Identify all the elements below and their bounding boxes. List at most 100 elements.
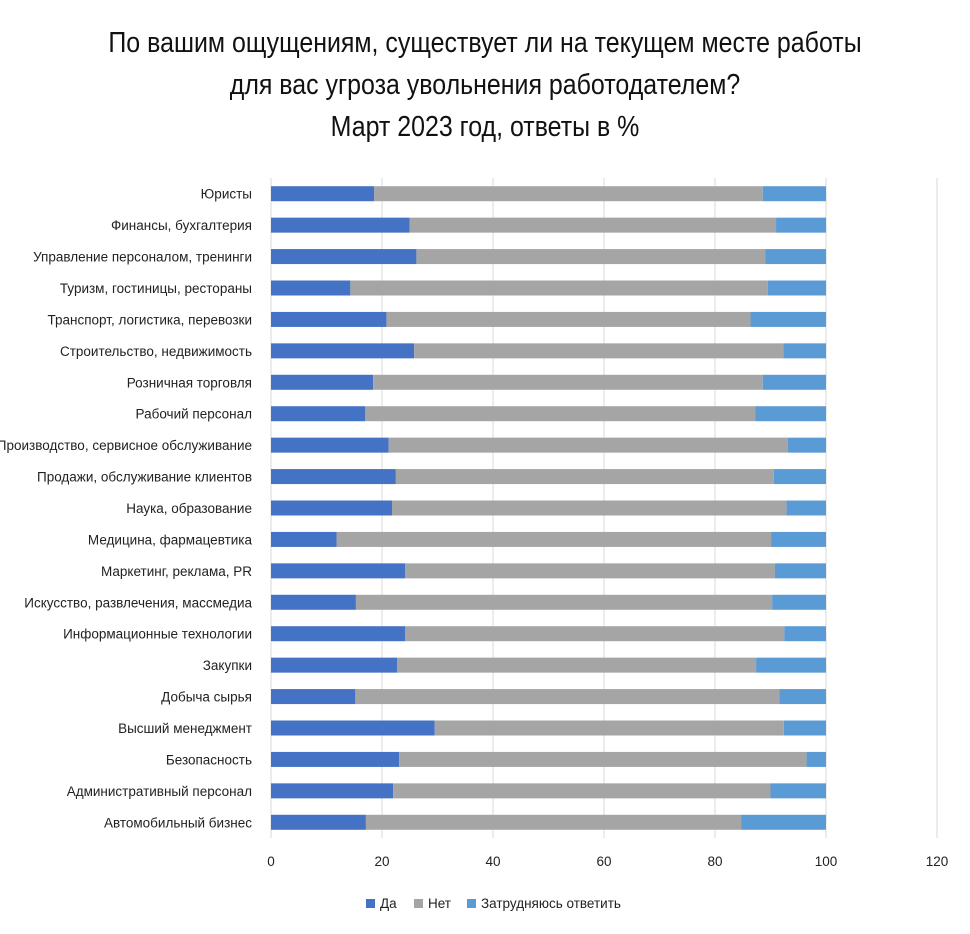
bar-segment bbox=[806, 751, 826, 767]
x-tick-label: 60 bbox=[596, 854, 611, 869]
bar-segment bbox=[365, 814, 742, 830]
x-tick-label: 100 bbox=[815, 854, 838, 869]
bar-segment bbox=[271, 751, 400, 767]
bar-segment bbox=[271, 657, 397, 673]
bar-segment bbox=[271, 249, 417, 265]
bars bbox=[271, 186, 826, 830]
category-label: Строительство, недвижимость bbox=[60, 344, 252, 359]
bar-segment bbox=[271, 280, 351, 296]
bar-segment bbox=[765, 249, 826, 265]
legend-label: Нет bbox=[428, 896, 451, 911]
bar-segment bbox=[774, 563, 826, 579]
category-label: Закупки bbox=[203, 658, 252, 673]
bar-segment bbox=[755, 406, 826, 422]
bar-segment bbox=[271, 594, 356, 610]
bar-segment bbox=[756, 657, 826, 673]
chart-title-line-2: для вас угроза увольнения работодателем? bbox=[229, 69, 741, 101]
category-label: Автомобильный бизнес bbox=[104, 815, 252, 830]
bar-segment bbox=[416, 249, 766, 265]
bar-segment bbox=[355, 689, 780, 705]
bar-segment bbox=[271, 406, 366, 422]
category-label: Управление персоналом, тренинги bbox=[33, 250, 252, 265]
bar-segment bbox=[350, 280, 768, 296]
legend-swatch bbox=[366, 899, 375, 908]
bar-segment bbox=[271, 311, 387, 327]
bar-segment bbox=[271, 437, 389, 453]
bar-segment bbox=[271, 563, 406, 579]
bar-segment bbox=[414, 343, 784, 359]
category-label: Добыча сырья bbox=[161, 690, 252, 705]
bar-segment bbox=[779, 689, 826, 705]
bar-segment bbox=[767, 280, 826, 296]
category-label: Маркетинг, реклама, PR bbox=[101, 564, 252, 579]
bar-segment bbox=[434, 720, 784, 736]
bar-segment bbox=[770, 783, 826, 799]
category-label: Продажи, обслуживание клиентов bbox=[37, 470, 252, 485]
x-tick-label: 0 bbox=[267, 854, 275, 869]
bar-segment bbox=[741, 814, 826, 830]
x-tick-label: 120 bbox=[926, 854, 949, 869]
bar-segment bbox=[762, 374, 826, 390]
bar-segment bbox=[409, 217, 777, 233]
bar-segment bbox=[271, 814, 366, 830]
bar-segment bbox=[784, 626, 826, 642]
category-label: Рабочий персонал bbox=[136, 407, 252, 422]
bar-segment bbox=[773, 469, 826, 485]
category-label: Производство, сервисное обслуживание bbox=[0, 438, 252, 453]
category-label: Безопасность bbox=[166, 752, 252, 767]
bar-segment bbox=[393, 783, 771, 799]
legend-swatch bbox=[414, 899, 423, 908]
x-axis-ticks: 0 20 40 60 80 100 120 bbox=[267, 854, 948, 869]
bar-segment bbox=[271, 186, 375, 202]
bar-segment bbox=[386, 311, 751, 327]
chart-title: По вашим ощущениям, существует ли на тек… bbox=[68, 22, 902, 148]
legend-swatch bbox=[467, 899, 476, 908]
bar-segment bbox=[776, 217, 826, 233]
bar-segment bbox=[271, 720, 435, 736]
category-labels: Юристы Финансы, бухгалтерия Управление пер… bbox=[0, 187, 252, 831]
bar-segment bbox=[271, 500, 392, 516]
bar-segment bbox=[405, 626, 785, 642]
bar-segment bbox=[762, 186, 826, 202]
bar-segment bbox=[271, 531, 337, 547]
bar-segment bbox=[271, 783, 394, 799]
category-label: Туризм, гостиницы, рестораны bbox=[60, 281, 252, 296]
bar-segment bbox=[405, 563, 775, 579]
bar-segment bbox=[374, 186, 763, 202]
category-label: Высший менеджмент bbox=[118, 721, 252, 736]
bar-segment bbox=[396, 657, 757, 673]
bar-segment bbox=[395, 469, 774, 485]
bar-segment bbox=[391, 500, 787, 516]
category-label: Административный персонал bbox=[67, 784, 252, 799]
bar-segment bbox=[373, 374, 763, 390]
bar-segment bbox=[787, 437, 826, 453]
bar-segment bbox=[365, 406, 756, 422]
category-label: Юристы bbox=[201, 187, 252, 202]
chart-title-line-1: По вашим ощущениям, существует ли на тек… bbox=[108, 27, 862, 59]
bar-segment bbox=[772, 594, 826, 610]
bar-segment bbox=[355, 594, 773, 610]
bar-segment bbox=[750, 311, 826, 327]
x-tick-label: 20 bbox=[374, 854, 389, 869]
bar-segment bbox=[336, 531, 772, 547]
category-label: Информационные технологии bbox=[63, 627, 252, 642]
category-label: Медицина, фармацевтика bbox=[88, 532, 253, 547]
category-label: Наука, образование bbox=[126, 501, 252, 516]
category-label: Финансы, бухгалтерия bbox=[111, 218, 252, 233]
bar-segment bbox=[271, 689, 356, 705]
x-tick-label: 80 bbox=[707, 854, 722, 869]
bar-segment bbox=[271, 626, 406, 642]
bar-segment bbox=[271, 217, 410, 233]
bar-segment bbox=[388, 437, 788, 453]
bar-segment bbox=[786, 500, 826, 516]
legend-label: Да bbox=[380, 896, 397, 911]
bar-segment bbox=[399, 751, 807, 767]
category-label: Транспорт, логистика, перевозки bbox=[48, 312, 252, 327]
legend: Да Нет Затрудняюсь ответить bbox=[366, 896, 621, 911]
bar-segment bbox=[271, 469, 396, 485]
category-label: Розничная торговля bbox=[127, 375, 252, 390]
bar-segment bbox=[783, 720, 826, 736]
legend-label: Затрудняюсь ответить bbox=[481, 896, 621, 911]
chart-title-line-3: Март 2023 год, ответы в % bbox=[330, 111, 640, 143]
